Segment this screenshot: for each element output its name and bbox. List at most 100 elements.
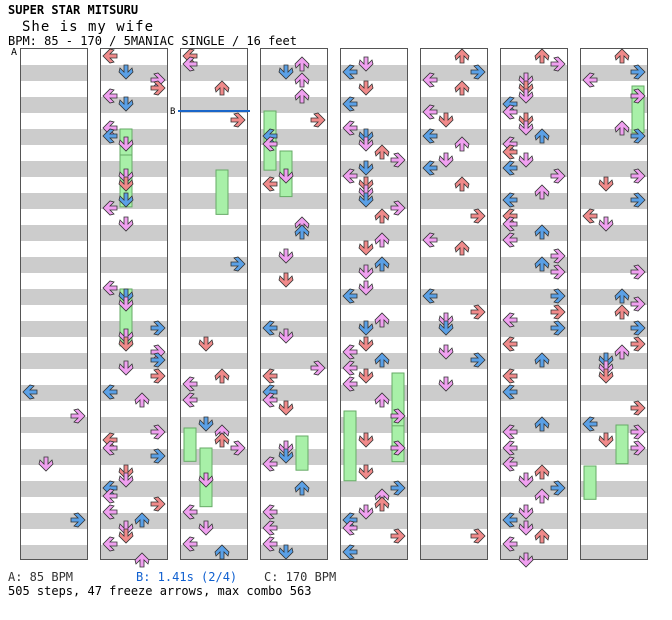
step-arrow [262,176,278,192]
step-arrow [278,168,294,184]
step-arrow [342,168,358,184]
bpm-legend-b: B: 1.41s (2/4) [136,570,238,584]
step-arrow [102,200,118,216]
step-arrow [358,432,374,448]
step-arrow [262,504,278,520]
step-arrow [438,112,454,128]
song-subtitle: She is my wife [22,19,155,35]
step-arrow [342,520,358,536]
step-arrow [150,352,166,368]
step-arrow [230,112,246,128]
step-arrow [518,72,534,88]
step-arrow [358,320,374,336]
step-arrow [342,120,358,136]
step-arrow [262,456,278,472]
step-arrow [502,512,518,528]
step-arrow [534,184,550,200]
step-arrow [278,64,294,80]
step-arrow [550,168,566,184]
freeze-arrow-body [615,424,629,465]
step-arrow [630,128,646,144]
step-arrow [358,56,374,72]
step-arrow [230,440,246,456]
freeze-arrow-body [183,427,197,462]
step-arrow [118,464,134,480]
step-arrow [182,56,198,72]
step-arrow [294,88,310,104]
step-arrow [470,64,486,80]
step-arrow [342,64,358,80]
step-arrow [262,520,278,536]
step-arrow [278,248,294,264]
step-arrow [518,552,534,568]
step-arrow [118,528,134,544]
step-arrow [342,544,358,560]
step-arrow [534,224,550,240]
freeze-arrow-body [343,410,357,482]
step-arrow [358,160,374,176]
step-arrow [198,472,214,488]
chart-column-3 [180,48,248,560]
step-arrow [358,136,374,152]
step-arrow [310,360,326,376]
step-arrow [118,216,134,232]
step-arrow [358,176,374,192]
step-arrow [630,64,646,80]
step-arrow [422,104,438,120]
step-arrow [118,176,134,192]
step-arrow [438,376,454,392]
step-arrow [230,256,246,272]
step-arrow [214,368,230,384]
step-arrow [150,448,166,464]
step-arrow [342,344,358,360]
step-arrow [102,504,118,520]
step-arrow [422,288,438,304]
step-arrow [390,440,406,456]
bpm-marker-b: B [170,107,176,117]
step-arrow [630,168,646,184]
step-arrow [262,536,278,552]
step-arrow [502,160,518,176]
step-arrow [118,192,134,208]
step-arrow [374,232,390,248]
step-arrow [534,416,550,432]
step-arrow [342,288,358,304]
step-arrow [630,264,646,280]
step-arrow [358,464,374,480]
step-arrow [502,440,518,456]
step-arrow [598,176,614,192]
step-arrow [294,72,310,88]
step-arrow [150,496,166,512]
step-arrow [422,232,438,248]
step-arrow [262,392,278,408]
step-arrow [262,368,278,384]
step-arrow [390,152,406,168]
song-title: SUPER STAR MITSURU [8,3,139,17]
step-arrow [550,264,566,280]
step-arrow [294,224,310,240]
step-arrow [422,128,438,144]
step-arrow [454,240,470,256]
step-arrow [630,336,646,352]
step-arrow [502,368,518,384]
step-arrow [118,472,134,488]
step-arrow [534,128,550,144]
step-arrow [358,280,374,296]
step-arrow [358,264,374,280]
chart-stats: 505 steps, 47 freeze arrows, max combo 5… [8,584,312,598]
step-arrow [22,384,38,400]
step-arrow [614,120,630,136]
step-arrow [422,160,438,176]
step-arrow [582,416,598,432]
step-arrow [438,320,454,336]
step-arrow [454,176,470,192]
bpm-marker-a: A [11,47,18,58]
step-arrow [502,192,518,208]
step-arrow [502,216,518,232]
step-arrow [38,456,54,472]
chart-column-6 [420,48,488,560]
step-arrow [518,504,534,520]
step-arrow [358,128,374,144]
step-arrow [614,344,630,360]
